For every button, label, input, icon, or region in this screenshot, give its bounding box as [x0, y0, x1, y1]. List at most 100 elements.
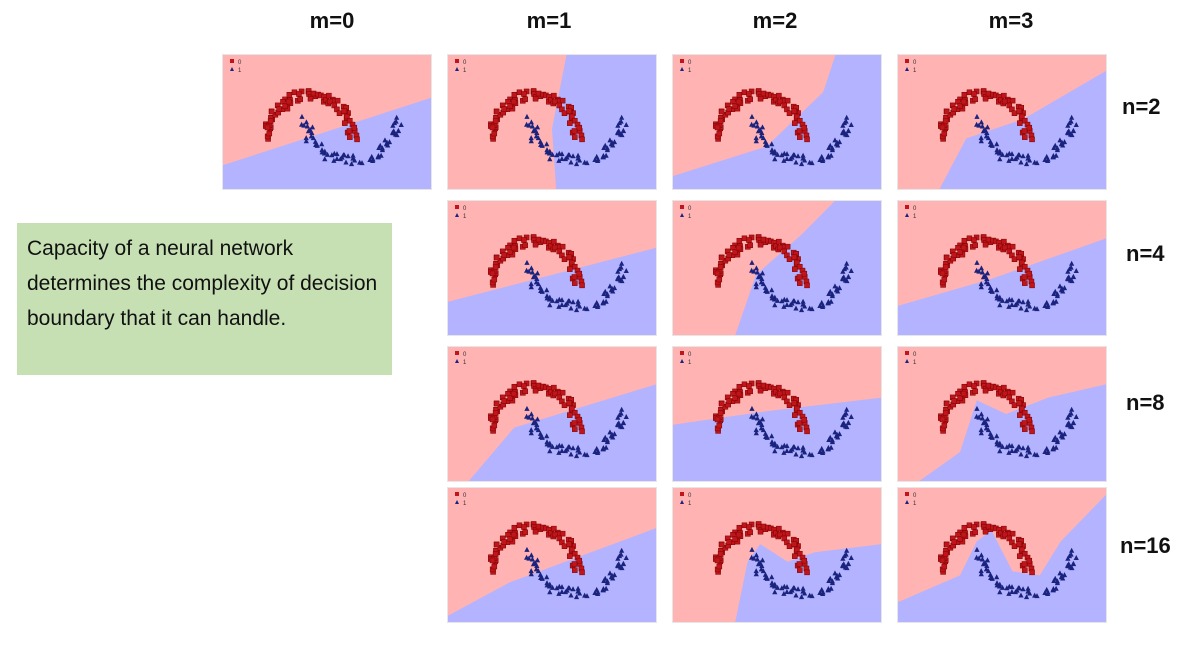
point-class0: [492, 551, 499, 557]
point-class0: [1029, 136, 1035, 143]
point-class1: [795, 586, 801, 592]
point-class0: [1016, 254, 1023, 260]
point-class0: [507, 103, 513, 109]
point-class1: [1023, 453, 1030, 459]
point-class1: [980, 274, 987, 280]
point-class0: [1021, 561, 1028, 567]
point-class1: [539, 434, 545, 440]
point-class1: [1066, 553, 1073, 559]
legend-marker-class0: [455, 492, 459, 496]
legend-marker-class1: [680, 500, 684, 504]
point-class1: [382, 137, 388, 143]
point-class1: [544, 582, 550, 588]
point-class0: [797, 567, 803, 573]
point-class1: [834, 431, 840, 437]
point-class0: [939, 557, 946, 564]
point-class0: [1017, 120, 1023, 126]
point-class1: [348, 161, 355, 167]
point-class1: [1026, 157, 1033, 163]
point-class1: [753, 119, 760, 125]
point-class1: [539, 288, 545, 294]
panel-plot: 01: [447, 346, 657, 482]
point-class0: [792, 553, 798, 559]
point-class1: [825, 300, 832, 306]
point-class1: [978, 411, 985, 417]
point-class1: [978, 135, 984, 141]
point-class1: [751, 414, 757, 420]
point-class1: [564, 446, 570, 452]
point-class1: [1069, 114, 1075, 120]
point-class0: [794, 546, 800, 553]
point-class0: [718, 108, 725, 115]
point-class1: [1070, 128, 1077, 134]
point-class1: [790, 585, 797, 591]
point-class1: [1066, 120, 1073, 126]
point-class1: [1059, 139, 1065, 145]
point-class0: [532, 95, 539, 102]
point-class0: [939, 124, 946, 131]
point-class1: [1009, 301, 1015, 307]
legend-label-class1: 1: [688, 501, 692, 507]
legend-label-class1: 1: [913, 501, 917, 507]
point-class1: [1067, 564, 1074, 570]
point-class0: [336, 110, 343, 116]
point-class0: [957, 395, 963, 401]
point-class1: [575, 152, 581, 158]
point-class1: [391, 120, 398, 126]
point-class1: [1015, 298, 1022, 304]
panel-frame: [897, 54, 1107, 190]
point-class0: [804, 136, 810, 143]
point-class1: [825, 587, 832, 593]
point-class0: [491, 422, 498, 429]
point-class1: [844, 260, 850, 266]
panel-frame: [447, 54, 657, 190]
point-class0: [717, 264, 724, 270]
point-class1: [793, 451, 799, 457]
point-class1: [793, 159, 799, 165]
point-class1: [309, 124, 316, 130]
point-class1: [1026, 303, 1033, 309]
panel-legend: 01: [905, 59, 917, 74]
point-class1: [623, 267, 629, 273]
point-class1: [848, 121, 854, 127]
region-class0: [447, 346, 657, 482]
point-class1: [1050, 446, 1057, 452]
point-class1: [759, 557, 766, 563]
point-class0: [784, 97, 791, 104]
point-class0: [1009, 530, 1016, 537]
point-class1: [343, 159, 349, 165]
point-class1: [559, 447, 565, 453]
point-class0: [501, 252, 507, 258]
point-class1: [845, 561, 852, 567]
point-class0: [801, 416, 808, 423]
point-class0: [566, 400, 573, 406]
point-class0: [792, 412, 798, 418]
point-class1: [559, 155, 565, 161]
legend-marker-class1: [905, 213, 909, 217]
point-class1: [1051, 145, 1057, 151]
point-class0: [572, 280, 578, 286]
point-class0: [510, 390, 517, 397]
point-class1: [1023, 161, 1030, 167]
point-class1: [974, 405, 980, 411]
point-class1: [820, 448, 826, 454]
point-class1: [1051, 437, 1057, 443]
point-class1: [781, 449, 787, 455]
point-class1: [754, 269, 760, 275]
point-class1: [979, 556, 985, 562]
panel-plot: 01: [672, 487, 882, 623]
point-class1: [1057, 283, 1063, 289]
point-class1: [544, 287, 550, 293]
point-class1: [616, 412, 623, 418]
point-class1: [807, 305, 813, 311]
point-class1: [984, 557, 991, 563]
legend-label-class0: 0: [688, 60, 692, 66]
point-class0: [1026, 270, 1033, 277]
point-class0: [551, 92, 557, 99]
column-header-m2: m=2: [752, 8, 798, 33]
point-class1: [1018, 592, 1024, 598]
point-class0: [1021, 274, 1028, 280]
point-class1: [600, 446, 607, 452]
row-header-n8: n=8: [1126, 390, 1165, 415]
point-class1: [528, 281, 534, 287]
